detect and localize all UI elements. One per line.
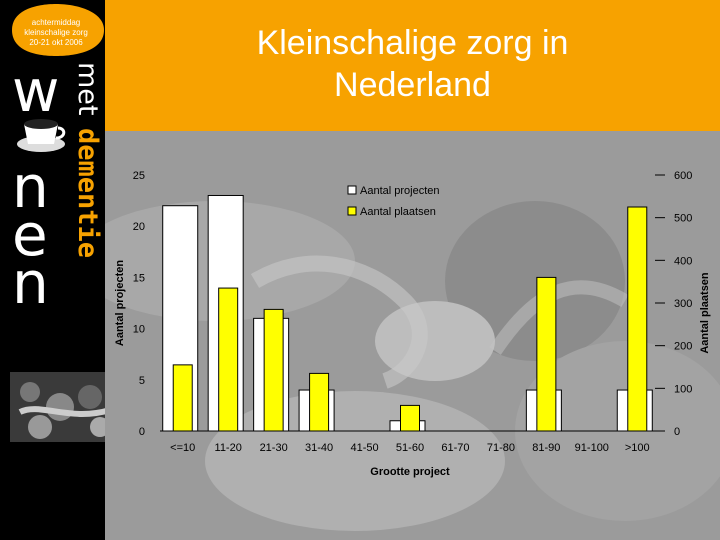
y2-axis-label: Aantal plaatsen <box>699 272 711 354</box>
y-tick-label-0: 0 <box>139 426 145 438</box>
logo-letter-n2: n <box>12 249 49 317</box>
y2-tick-label-0: 0 <box>674 426 680 438</box>
bar-plaatsen-5 <box>400 404 420 432</box>
chart-area: <=10 11-20 21-30 31-40 41-50 51-60 61-70 71-80 8… <box>105 131 720 540</box>
x-tick-label-3: 31-40 <box>305 442 333 454</box>
badge-shape <box>12 4 104 56</box>
bar-plaatsen-2 <box>263 308 284 432</box>
x-tick-label-8: 81-90 <box>532 442 560 454</box>
slide-title-line-1: Kleinschalige zorg in <box>256 24 569 62</box>
badge-line-2: kleinschalige zorg <box>24 28 88 37</box>
slide-title: Kleinschalige zorg in Nederland <box>105 22 720 106</box>
y2-tick-label-5: 500 <box>674 213 692 225</box>
y-tick-label-2: 10 <box>133 324 145 336</box>
y-tick-label-4: 20 <box>133 221 145 233</box>
y2-tick-label-3: 300 <box>674 298 692 310</box>
x-tick-label-6: 61-70 <box>441 442 469 454</box>
sidebar: achtermiddag kleinschalige zorg 20-21 ok… <box>0 0 118 540</box>
bar-plaatsen-8 <box>536 276 557 432</box>
coffee-cup-icon <box>17 119 66 152</box>
logo-letter-e: e <box>12 201 48 269</box>
y2-tick-label-4: 400 <box>674 255 692 267</box>
x-tick-label-0: <=10 <box>170 442 195 454</box>
logo-vertical-text: met dementie <box>72 62 103 302</box>
y-tick-label-5: 25 <box>133 170 145 182</box>
y2-tick-label-1: 100 <box>674 383 692 395</box>
y2-tick-label-2: 200 <box>674 341 692 353</box>
bar-plaatsen-10 <box>627 206 648 432</box>
bar-plaatsen-3 <box>309 372 330 432</box>
x-tick-label-9: 91-100 <box>575 442 609 454</box>
y-axis-label: Aantal projecten <box>114 260 126 346</box>
x-tick-label-10: >100 <box>625 442 650 454</box>
x-tick-label-7: 71-80 <box>487 442 515 454</box>
hands-photo-thumbnail <box>10 372 118 442</box>
x-axis-label: Grootte project <box>370 466 450 478</box>
badge-line-1: achtermiddag <box>31 18 81 27</box>
slide-title-line-2: Nederland <box>334 66 491 104</box>
legend-label-projecten: Aantal projecten <box>360 185 440 197</box>
y-tick-label-1: 5 <box>139 375 145 387</box>
x-tick-label-1: 11-20 <box>215 442 242 454</box>
header-bar <box>105 0 720 131</box>
badge-line-3: 20-21 okt 2006 <box>29 38 83 47</box>
logo-letter-w: w <box>12 57 60 125</box>
logo-word-met: met <box>72 62 103 116</box>
event-badge: achtermiddag kleinschalige zorg 20-21 ok… <box>6 2 106 58</box>
x-tick-label-2: 21-30 <box>260 442 288 454</box>
bar-plaatsen-1 <box>218 287 239 432</box>
legend-swatch-projecten <box>347 185 357 195</box>
logo-letter-n1: n <box>12 153 49 221</box>
legend-swatch-plaatsen <box>347 206 357 216</box>
y2-tick-label-6: 600 <box>674 170 692 182</box>
bar-chart: <=10 11-20 21-30 31-40 41-50 51-60 61-70 71-80 8… <box>105 131 720 540</box>
y-tick-label-3: 15 <box>133 272 145 284</box>
x-tick-label-4: 41-50 <box>350 442 378 454</box>
x-tick-label-5: 51-60 <box>396 442 424 454</box>
bar-plaatsen-0 <box>172 364 193 432</box>
legend-label-plaatsen: Aantal plaatsen <box>360 206 436 218</box>
logo-word-dementie: dementie <box>72 128 103 259</box>
